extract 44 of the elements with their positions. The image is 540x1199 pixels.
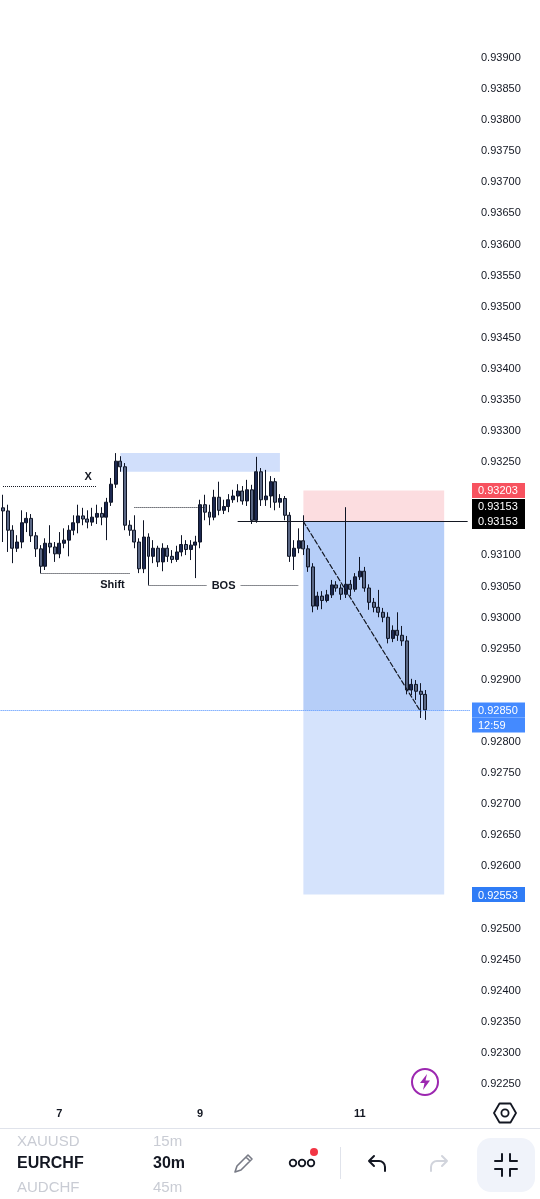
ref-line-label: BOS [211, 578, 236, 591]
y-tick-label: 0.93000 [481, 610, 521, 623]
x-tick-label: 9 [197, 1106, 204, 1119]
ref-line-label: Shift [100, 577, 126, 590]
text: 0.93153 [478, 515, 518, 528]
y-tick-label: 0.93300 [481, 424, 521, 437]
y-tick-label: 0.92750 [481, 766, 521, 779]
text: 0.92553 [478, 888, 518, 901]
y-tick-label: 0.93450 [481, 330, 521, 343]
text: 12:59 [478, 718, 506, 731]
y-tick-label: 0.92900 [481, 672, 521, 685]
y-tick-label: 0.93550 [481, 268, 521, 281]
y-tick-label: 0.92650 [481, 828, 521, 841]
y-tick-label: 0.93500 [481, 299, 521, 312]
y-tick-label: 0.93850 [481, 82, 521, 95]
text: 0.93203 [478, 484, 518, 497]
y-tick-label: 0.93100 [481, 548, 521, 561]
y-tick-label: 0.93600 [481, 237, 521, 250]
y-tick-label: 0.92250 [481, 1077, 521, 1089]
y-tick-label: 0.93750 [481, 144, 521, 157]
ref-line-label: X [84, 470, 93, 483]
y-tick-label: 0.92950 [481, 641, 521, 654]
y-tick-label: 0.93050 [481, 579, 521, 592]
y-tick-label: 0.92450 [481, 952, 521, 965]
x-tick-label: 11 [353, 1106, 366, 1119]
y-tick-label: 0.92600 [481, 859, 521, 872]
y-tick-label: 0.93350 [481, 393, 521, 405]
text: 30m [153, 1154, 186, 1172]
y-tick-label: 0.92350 [481, 1014, 521, 1027]
y-tick-label: 0.92800 [481, 735, 521, 747]
y-tick-label: 0.92300 [481, 1045, 521, 1058]
y-tick-label: 0.93700 [481, 175, 521, 188]
text: 0.92850 [478, 703, 518, 716]
y-tick-label: 0.92700 [481, 797, 521, 810]
y-tick-label: 0.93800 [481, 113, 521, 126]
y-tick-label: 0.93250 [481, 455, 521, 468]
text: EURCHF [17, 1154, 84, 1172]
x-tick-label: 7 [56, 1106, 63, 1119]
y-tick-label: 0.92500 [481, 921, 521, 934]
y-tick-label: 0.93400 [481, 361, 521, 374]
text: 0.93153 [478, 500, 518, 513]
y-tick-label: 0.93650 [481, 206, 521, 219]
y-tick-label: 0.92400 [481, 983, 521, 996]
y-tick-label: 0.93900 [481, 51, 521, 63]
